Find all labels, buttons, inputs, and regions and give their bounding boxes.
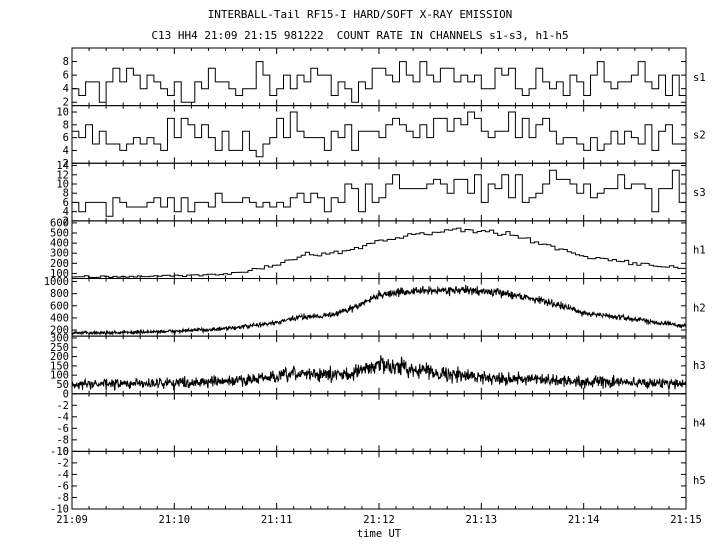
y-tick-label-s3: 4 (63, 206, 69, 218)
channel-label-s2: s2 (693, 129, 706, 141)
x-tick-label: 21:10 (159, 514, 191, 526)
y-tick-label-h3: 50 (56, 379, 69, 391)
y-tick-label-h5: -8 (56, 492, 69, 504)
y-tick-label-h3: 150 (50, 360, 69, 372)
panel-frame-h5 (71, 450, 687, 510)
y-tick-label-h5: -6 (56, 480, 69, 492)
y-tick-label-s2: 6 (63, 132, 69, 144)
y-tick-label-h5: -10 (50, 504, 69, 516)
y-tick-label-h5: 0 (63, 446, 69, 458)
y-tick-label-s2: 4 (63, 145, 69, 157)
y-tick-label-s3: 8 (63, 188, 69, 200)
y-tick-label-h3: 100 (50, 370, 69, 382)
y-tick-label-h3: 200 (50, 351, 69, 363)
y-tick-label-s3: 12 (56, 169, 69, 181)
y-tick-label-h4: -8 (56, 434, 69, 446)
panel-frame-h4 (71, 393, 687, 452)
y-tick-label-h4: -6 (56, 423, 69, 435)
x-tick-label: 21:15 (670, 514, 702, 526)
y-tick-label-h2: 200 (50, 325, 69, 337)
channel-label-s3: s3 (693, 187, 706, 199)
panel-frame-s1 (71, 47, 687, 107)
series-line-s3 (72, 169, 686, 217)
y-tick-label-h5: -2 (56, 457, 69, 469)
y-tick-label-s2: 10 (56, 107, 69, 119)
series-line-h2 (71, 284, 687, 337)
x-tick-label: 21:13 (466, 514, 498, 526)
y-tick-label-s2: 2 (63, 158, 69, 170)
y-tick-label-h1: 100 (50, 268, 69, 280)
chart-subtitle: C13 HH4 21:09 21:15 981222 COUNT RATE IN… (151, 29, 569, 42)
series-line-h3 (71, 355, 687, 392)
y-tick-label-h1: 300 (50, 248, 69, 260)
y-tick-label-h4: -2 (56, 400, 69, 412)
y-tick-label-h3: 250 (50, 342, 69, 354)
y-tick-label-s3: 2 (63, 215, 69, 227)
x-tick-label: 21:14 (568, 514, 600, 526)
channel-label-h5: h5 (693, 475, 706, 487)
panel-frame-h1 (71, 220, 687, 279)
y-tick-label-h1: 500 (50, 228, 69, 240)
series-line-h1 (72, 227, 686, 278)
channel-label-h3: h3 (693, 360, 706, 372)
y-tick-label-h1: 200 (50, 258, 69, 270)
channel-label-s1: s1 (693, 72, 706, 84)
panel-frame-s3 (71, 162, 687, 222)
y-tick-label-h2: 400 (50, 312, 69, 324)
y-tick-label-h1: 400 (50, 238, 69, 250)
y-tick-label-s3: 10 (56, 178, 69, 190)
series-line-s1 (72, 61, 686, 103)
y-tick-label-h4: -10 (50, 446, 69, 458)
chart-title: INTERBALL-Tail RF15-I HARD/SOFT X-RAY EM… (207, 8, 513, 21)
y-tick-label-s1: 6 (63, 70, 69, 82)
x-tick-label: 21:09 (56, 514, 88, 526)
channel-label-h1: h1 (693, 245, 706, 257)
series-line-s2 (72, 111, 686, 158)
y-tick-label-h4: -4 (56, 411, 69, 423)
y-tick-label-s3: 6 (63, 197, 69, 209)
y-tick-label-h2: 1000 (44, 276, 69, 288)
channel-label-h2: h2 (693, 302, 706, 314)
y-tick-label-s1: 4 (63, 83, 69, 95)
y-tick-label-h5: -4 (56, 469, 69, 481)
channel-label-h4: h4 (693, 418, 706, 430)
y-tick-label-h2: 800 (50, 288, 69, 300)
x-tick-label: 21:12 (363, 514, 395, 526)
panel-frame-h2 (71, 278, 687, 337)
y-tick-label-h2: 600 (50, 300, 69, 312)
x-tick-label: 21:11 (261, 514, 293, 526)
y-tick-label-s2: 8 (63, 119, 69, 131)
y-tick-label-h1: 600 (50, 217, 69, 229)
y-tick-label-h4: 0 (63, 388, 69, 400)
x-axis-label: time UT (357, 528, 402, 540)
y-tick-label-s1: 2 (63, 97, 69, 109)
y-tick-label-s1: 8 (63, 56, 69, 68)
y-tick-label-s3: 14 (56, 160, 69, 172)
y-tick-label-h3: 300 (50, 332, 69, 344)
